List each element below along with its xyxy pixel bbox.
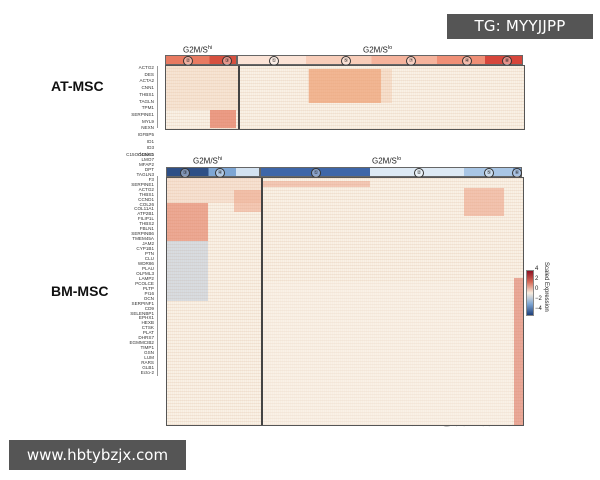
gene-label: GLB1: [142, 364, 154, 370]
gene-label: ID1: [146, 138, 154, 144]
gene-label: ACTG2: [138, 186, 154, 192]
bm-msc-cluster-bar-hi: [166, 167, 260, 177]
gene-label: IGFBP5: [137, 132, 154, 138]
gene-label: ACTG2: [138, 65, 154, 70]
gene-label: TMEM45A: [132, 236, 154, 242]
bm-msc-label: BM-MSC: [51, 283, 109, 299]
gene-label: PI16: [144, 290, 154, 296]
bm-msc-header-hi: G2M/Shi: [193, 156, 223, 166]
gene-label: JAM2: [142, 241, 154, 247]
gene-label: PLTP: [142, 285, 154, 291]
at-msc-cluster-bar-hi: [165, 55, 237, 65]
gene-label: WDR86: [137, 260, 154, 266]
gene-label: TPM1: [141, 105, 154, 111]
gene-label: THBS1: [139, 191, 154, 197]
at-msc-high-block-2: [210, 110, 236, 128]
gene-label: C15Orf48/AO: [126, 152, 154, 157]
at-msc-label-bracket: [157, 66, 158, 128]
gene-label: SERPINE1: [131, 181, 154, 187]
gene-label: MYL9: [141, 118, 154, 124]
gene-label: FILIP1L: [137, 216, 154, 222]
at-msc-gene-labels: ACTG2 DES ACTA2 CNN1 THBS1 TAGLN TPM1 SERPINE1 M…: [100, 65, 154, 159]
gene-label: OCN: [143, 295, 154, 301]
gene-label: PLAT: [142, 330, 154, 336]
url-watermark: www.hbtybzjx.com: [9, 440, 186, 470]
gene-label: PLAU: [141, 265, 154, 271]
gene-label: CCND1: [138, 196, 154, 202]
gene-label: Ecto-2: [140, 369, 154, 375]
bm-msc-header-lo: G2M/Slo: [372, 156, 402, 166]
gene-label: CTSK: [141, 325, 154, 331]
gene-label: ATP2B1: [137, 211, 154, 217]
at-msc-cluster-bar-lo: [237, 55, 523, 65]
at-msc-header-hi: G2M/Shi: [183, 45, 213, 55]
gene-label: TAGLN: [139, 98, 154, 104]
gene-label: PCOLCE: [135, 280, 154, 286]
at-msc-heatmap: [165, 65, 525, 130]
gene-label: F3: [148, 176, 154, 182]
bm-msc-cluster-bar-lo: [260, 167, 522, 177]
gene-label: OLFML3: [136, 270, 154, 276]
gene-label: THBS2: [139, 221, 154, 227]
gene-label: CNN1: [141, 85, 154, 91]
color-scale-bar: [526, 270, 534, 316]
gene-label: MFAP2: [138, 161, 154, 167]
at-msc-high-block: [309, 69, 381, 103]
gene-label: SELENBP1: [130, 310, 154, 316]
legend-tick: 2: [535, 276, 539, 282]
gene-label: SERPINF1: [131, 300, 154, 306]
gene-label: DES: [144, 71, 154, 77]
bm-msc-high-block: [167, 203, 208, 241]
bm-msc-low-block: [167, 241, 208, 301]
gene-label: CLU: [144, 256, 154, 262]
gene-label: DHRS7: [138, 335, 154, 341]
gene-label: LMO7: [141, 156, 154, 162]
gene-label: FBLN1: [139, 226, 154, 232]
legend-title: Scaled Expression: [543, 262, 549, 312]
at-msc-label: AT-MSC: [51, 78, 104, 94]
bm-msc-gene-labels: C15Orf48/AO LMO7 MFAP2 DPT TAGLN3 F3 SERPINE1 A…: [100, 152, 154, 376]
gene-label: COL11A1: [134, 206, 154, 212]
gene-label: LUM: [144, 355, 154, 361]
gene-label: THBS1: [139, 91, 154, 97]
gene-label: EPHX1: [138, 315, 154, 321]
gene-label: GSN: [144, 350, 154, 356]
gene-label: LAMP2: [138, 275, 154, 281]
gene-label: ID3: [146, 145, 154, 151]
gene-label: SERPINB6: [131, 231, 154, 237]
gene-label: CD9: [144, 305, 154, 311]
gene-label: RARS: [141, 360, 154, 366]
gene-label: HEXB: [141, 320, 154, 326]
bm-msc-edge-block: [514, 278, 523, 425]
gene-label: DPT: [144, 166, 154, 172]
gene-label: TAGLN3: [136, 171, 154, 177]
legend-tick: −2: [535, 296, 542, 302]
gene-label: SERPINE1: [131, 111, 154, 117]
gene-label: COL26: [139, 201, 154, 207]
gene-label: ACTA2: [139, 78, 154, 84]
gene-label: NEXN: [141, 125, 154, 131]
legend-tick: 4: [535, 266, 539, 272]
bm-msc-heatmap: [166, 177, 524, 426]
gene-label: TIMP1: [140, 345, 154, 351]
gene-label: PTN: [144, 251, 154, 257]
gene-label: CYP1B1: [136, 246, 154, 252]
bm-msc-label-bracket: [157, 176, 158, 376]
gene-label: EGMMCIB2: [129, 340, 154, 346]
legend-tick: −4: [535, 306, 542, 312]
tg-watermark: TG: MYYJJPP: [447, 14, 593, 39]
legend-tick: 0: [535, 286, 539, 292]
gene-label: CCND1: [138, 152, 154, 158]
at-msc-header-lo: G2M/Slo: [363, 45, 393, 55]
